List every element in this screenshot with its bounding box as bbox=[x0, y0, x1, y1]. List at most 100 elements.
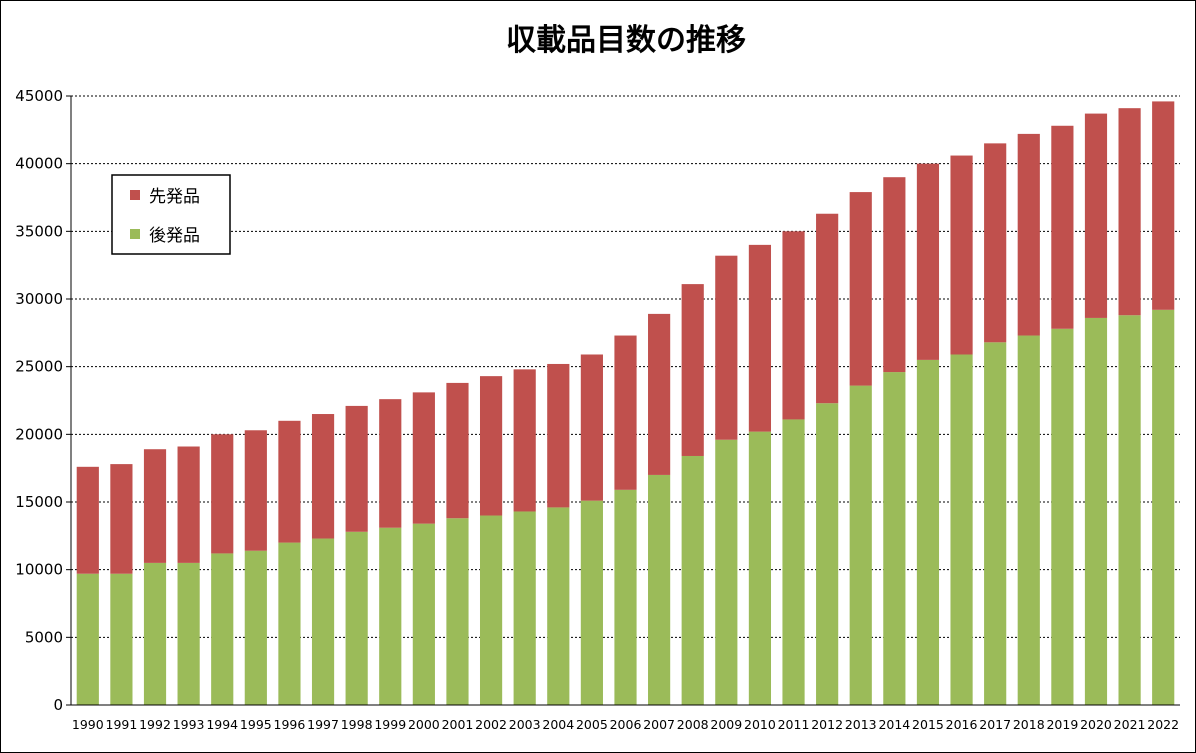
x-tick-label: 2010 bbox=[744, 717, 776, 732]
x-tick-label: 2011 bbox=[778, 717, 810, 732]
x-tick-label: 2006 bbox=[610, 717, 642, 732]
bar-kouhatsu-2019 bbox=[1051, 328, 1074, 705]
x-tick-label: 1997 bbox=[307, 717, 339, 732]
bar-senpatsu-1996 bbox=[278, 420, 301, 543]
bars bbox=[76, 101, 1175, 705]
bar-senpatsu-2010 bbox=[748, 244, 772, 432]
bar-kouhatsu-2018 bbox=[1017, 335, 1040, 705]
x-tick-label: 1999 bbox=[374, 717, 406, 732]
bar-kouhatsu-1994 bbox=[211, 553, 234, 705]
bar-kouhatsu-2014 bbox=[883, 372, 906, 705]
bar-senpatsu-2007 bbox=[648, 313, 671, 475]
bar-kouhatsu-1992 bbox=[143, 562, 167, 705]
bar-kouhatsu-1998 bbox=[345, 531, 368, 705]
bar-senpatsu-2014 bbox=[883, 177, 906, 373]
bar-senpatsu-2001 bbox=[446, 382, 469, 519]
bar-kouhatsu-1990 bbox=[76, 573, 99, 705]
y-tick-label: 35000 bbox=[15, 222, 63, 240]
x-tick-label: 1990 bbox=[72, 717, 104, 732]
bar-kouhatsu-2022 bbox=[1152, 309, 1175, 705]
bar-senpatsu-2021 bbox=[1118, 108, 1141, 316]
bar-senpatsu-2009 bbox=[715, 255, 738, 440]
x-tick-label: 2000 bbox=[408, 717, 440, 732]
bar-senpatsu-2017 bbox=[984, 143, 1007, 343]
legend-label-kouhatsu: 後発品 bbox=[149, 226, 200, 246]
x-tick-label: 2013 bbox=[845, 717, 877, 732]
x-tick-label: 2008 bbox=[677, 717, 709, 732]
bar-senpatsu-2015 bbox=[916, 163, 940, 360]
bar-senpatsu-2006 bbox=[614, 335, 637, 490]
bar-senpatsu-2005 bbox=[580, 354, 603, 501]
y-tick-label: 5000 bbox=[25, 628, 63, 646]
x-tick-label: 2003 bbox=[509, 717, 541, 732]
bar-kouhatsu-2005 bbox=[580, 500, 603, 705]
bar-kouhatsu-2004 bbox=[547, 507, 570, 705]
x-tick-label: 2012 bbox=[811, 717, 843, 732]
x-tick-label: 2001 bbox=[442, 717, 474, 732]
bar-kouhatsu-2020 bbox=[1084, 317, 1108, 705]
x-tick-label: 2022 bbox=[1147, 717, 1179, 732]
bar-senpatsu-1997 bbox=[311, 414, 335, 539]
bar-senpatsu-1993 bbox=[177, 446, 200, 563]
x-tick-label: 1993 bbox=[173, 717, 205, 732]
x-tick-label: 2016 bbox=[946, 717, 978, 732]
bar-senpatsu-2011 bbox=[782, 231, 805, 420]
y-tick-label: 25000 bbox=[15, 358, 63, 376]
x-tick-label: 2019 bbox=[1046, 717, 1078, 732]
bar-kouhatsu-2002 bbox=[479, 515, 503, 705]
bar-kouhatsu-2008 bbox=[681, 455, 704, 705]
bar-kouhatsu-2021 bbox=[1118, 315, 1141, 705]
x-tick-label: 2002 bbox=[475, 717, 507, 732]
x-tick-label: 2014 bbox=[878, 717, 910, 732]
bar-senpatsu-2003 bbox=[513, 369, 536, 512]
bar-kouhatsu-1991 bbox=[110, 573, 133, 705]
chart-title: 収載品目数の推移 bbox=[506, 23, 746, 58]
bar-kouhatsu-2007 bbox=[648, 474, 671, 705]
y-tick-label: 45000 bbox=[15, 87, 63, 105]
x-tick-label: 2020 bbox=[1080, 717, 1112, 732]
axes: 0 5000 10000 15000 20000 25000 30000 35000 40000… bbox=[15, 87, 1180, 732]
bar-kouhatsu-2016 bbox=[950, 354, 973, 705]
bar-senpatsu-1998 bbox=[345, 405, 368, 532]
y-tick-label: 0 bbox=[53, 696, 63, 714]
legend-swatch-kouhatsu bbox=[130, 229, 140, 239]
bar-kouhatsu-1997 bbox=[311, 538, 335, 705]
legend-label-senpatsu: 先発品 bbox=[149, 187, 200, 207]
x-tick-label: 2017 bbox=[979, 717, 1011, 732]
bar-kouhatsu-2006 bbox=[614, 489, 637, 705]
bar-kouhatsu-1996 bbox=[278, 542, 301, 705]
bar-kouhatsu-2010 bbox=[748, 431, 772, 705]
bar-senpatsu-2004 bbox=[547, 363, 570, 508]
bar-kouhatsu-2009 bbox=[715, 439, 738, 705]
bar-senpatsu-1991 bbox=[110, 464, 133, 574]
bar-kouhatsu-2000 bbox=[412, 523, 435, 705]
x-tick-label: 2015 bbox=[912, 717, 944, 732]
bar-senpatsu-1995 bbox=[244, 430, 267, 551]
bar-senpatsu-1990 bbox=[76, 466, 99, 574]
y-tick-label: 15000 bbox=[15, 493, 63, 511]
bar-senpatsu-2022 bbox=[1152, 101, 1175, 310]
x-tick-label: 1994 bbox=[206, 717, 238, 732]
x-tick-label: 1998 bbox=[341, 717, 373, 732]
x-tick-label: 1995 bbox=[240, 717, 272, 732]
bar-senpatsu-2008 bbox=[681, 284, 704, 456]
bar-senpatsu-1994 bbox=[211, 434, 234, 554]
bar-kouhatsu-1993 bbox=[177, 562, 200, 705]
bar-kouhatsu-2003 bbox=[513, 511, 536, 705]
bar-senpatsu-1992 bbox=[143, 449, 167, 563]
bar-kouhatsu-2001 bbox=[446, 518, 469, 705]
x-tick-label: 2009 bbox=[710, 717, 742, 732]
x-tick-label: 1996 bbox=[274, 717, 306, 732]
y-tick-label: 20000 bbox=[15, 425, 63, 443]
legend-box bbox=[111, 174, 231, 255]
y-tick-label: 10000 bbox=[15, 561, 63, 579]
bar-kouhatsu-2013 bbox=[849, 385, 872, 705]
bar-senpatsu-2016 bbox=[950, 155, 973, 355]
x-tick-label: 2021 bbox=[1114, 717, 1146, 732]
bar-senpatsu-1999 bbox=[379, 399, 402, 528]
legend-swatch-senpatsu bbox=[130, 190, 140, 200]
bar-senpatsu-2002 bbox=[479, 376, 503, 516]
bar-senpatsu-2000 bbox=[412, 392, 435, 524]
